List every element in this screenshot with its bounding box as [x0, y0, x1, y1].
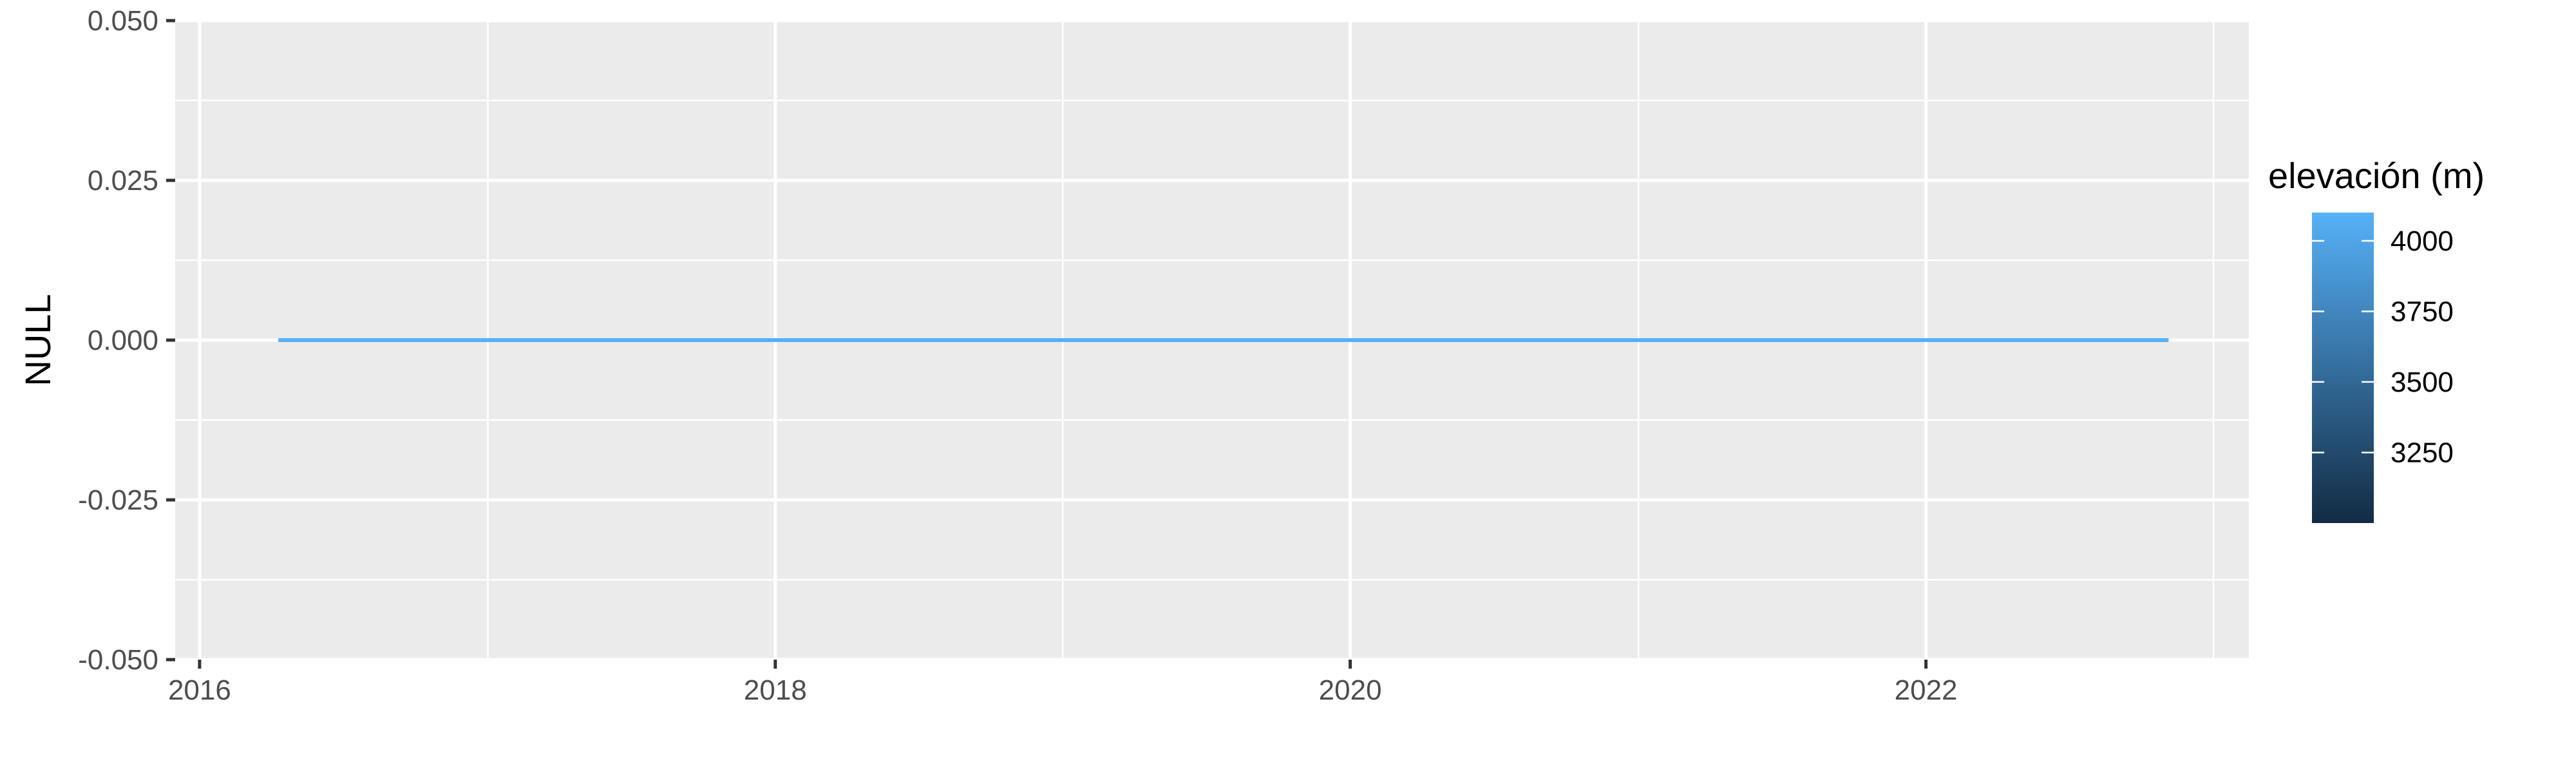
y-tick-label: -0.050	[78, 644, 158, 676]
x-tick-label: 2018	[744, 674, 807, 706]
x-tick-label: 2022	[1895, 674, 1958, 706]
y-tick-label: 0.000	[88, 325, 158, 356]
minor-gridlines	[175, 21, 2249, 660]
colorbar	[2312, 213, 2374, 523]
legend: elevación (m) 4000 3750 3500 3250	[2268, 155, 2485, 523]
colorbar-ticks: 4000 3750 3500 3250	[2312, 225, 2454, 468]
x-tick-label: 2016	[168, 674, 231, 706]
colorbar-tick-label: 3250	[2391, 437, 2454, 468]
colorbar-tick-label: 4000	[2391, 225, 2454, 257]
colorbar-tick-label: 3750	[2391, 296, 2454, 327]
legend-title: elevación (m)	[2268, 155, 2485, 196]
y-tick-label: 0.050	[88, 5, 158, 37]
x-axis: 2016 2018 2020 2022	[168, 660, 1958, 706]
y-axis: 0.050 0.025 0.000 -0.025 -0.050	[78, 5, 175, 676]
y-tick-label: 0.025	[88, 165, 158, 196]
y-tick-label: -0.025	[78, 484, 158, 516]
y-axis-title: NULL	[17, 294, 58, 386]
x-tick-label: 2020	[1319, 674, 1382, 706]
colorbar-tick-label: 3500	[2391, 367, 2454, 398]
